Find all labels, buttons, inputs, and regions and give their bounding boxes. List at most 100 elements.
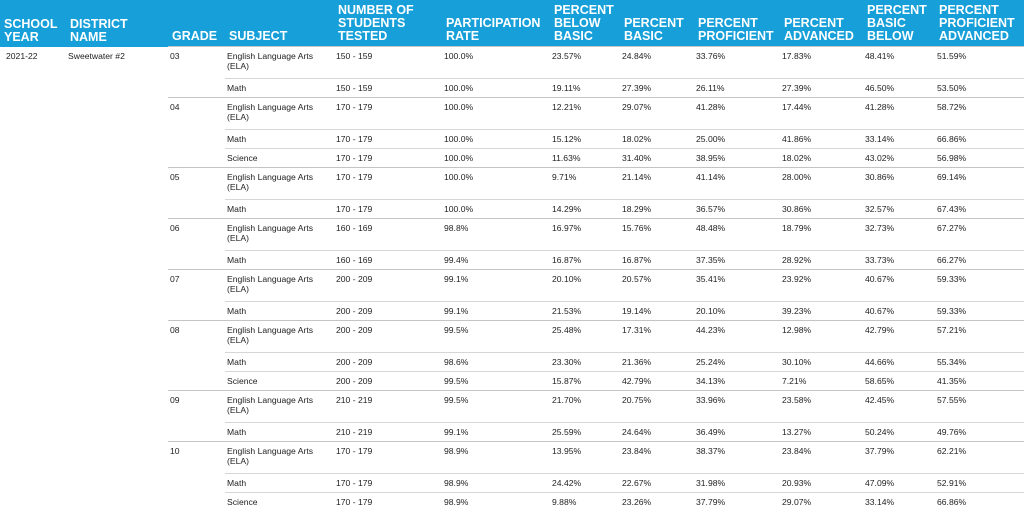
percent-basic-below-cell: 58.65% <box>863 372 935 391</box>
percent-advanced-cell: 18.02% <box>780 149 863 168</box>
percent-basic-below-cell: 42.45% <box>863 391 935 423</box>
district-name-cell <box>66 219 168 251</box>
percent-proficient-cell: 44.23% <box>694 321 780 353</box>
percent-below-basic-cell: 12.21% <box>550 98 620 130</box>
students-tested-cell: 160 - 169 <box>334 251 442 270</box>
percent-proficient-cell: 41.14% <box>694 168 780 200</box>
header-percent-advanced[interactable]: Percent Advanced <box>780 0 863 47</box>
percent-proficient-cell: 35.41% <box>694 270 780 302</box>
students-tested-cell: 210 - 219 <box>334 423 442 442</box>
percent-proficient-cell: 26.11% <box>694 79 780 98</box>
subject-cell: Math <box>225 251 334 270</box>
percent-basic-cell: 20.75% <box>620 391 694 423</box>
grade-cell <box>168 423 225 442</box>
percent-below-basic-cell: 23.30% <box>550 353 620 372</box>
subject-cell: Math <box>225 79 334 98</box>
percent-advanced-cell: 7.21% <box>780 372 863 391</box>
students-tested-cell: 170 - 179 <box>334 474 442 493</box>
percent-basic-below-cell: 33.73% <box>863 251 935 270</box>
school-year-cell <box>0 98 66 130</box>
school-year-cell <box>0 353 66 372</box>
percent-basic-below-cell: 30.86% <box>863 168 935 200</box>
grade-cell <box>168 302 225 321</box>
header-subject[interactable]: Subject <box>225 0 334 47</box>
students-tested-cell: 200 - 209 <box>334 321 442 353</box>
district-name-cell <box>66 372 168 391</box>
header-grade[interactable]: Grade <box>168 0 225 47</box>
subject-cell: Math <box>225 474 334 493</box>
header-percent-basic[interactable]: Percent Basic <box>620 0 694 47</box>
percent-proficient-cell: 41.28% <box>694 98 780 130</box>
percent-proficient-advanced-cell: 59.33% <box>935 302 1024 321</box>
percent-basic-cell: 18.02% <box>620 130 694 149</box>
header-percent-proficient[interactable]: Percent Proficient <box>694 0 780 47</box>
subject-cell: Science <box>225 149 334 168</box>
percent-basic-below-cell: 32.57% <box>863 200 935 219</box>
students-tested-cell: 150 - 159 <box>334 47 442 79</box>
students-tested-cell: 210 - 219 <box>334 391 442 423</box>
students-tested-cell: 170 - 179 <box>334 98 442 130</box>
percent-proficient-cell: 36.57% <box>694 200 780 219</box>
percent-proficient-advanced-cell: 67.43% <box>935 200 1024 219</box>
percent-basic-cell: 19.14% <box>620 302 694 321</box>
grade-cell: 03 <box>168 47 225 79</box>
percent-basic-below-cell: 41.28% <box>863 98 935 130</box>
percent-basic-cell: 23.84% <box>620 442 694 474</box>
header-percent-basic-below[interactable]: Percent Basic Below <box>863 0 935 47</box>
participation-rate-cell: 100.0% <box>442 168 550 200</box>
grade-cell <box>168 200 225 219</box>
grade-cell: 10 <box>168 442 225 474</box>
grade-cell <box>168 130 225 149</box>
percent-proficient-cell: 36.49% <box>694 423 780 442</box>
header-percent-proficient-advanced[interactable]: Percent Proficient Advanced <box>935 0 1024 47</box>
school-year-cell <box>0 302 66 321</box>
school-year-cell <box>0 493 66 511</box>
students-tested-cell: 170 - 179 <box>334 493 442 511</box>
percent-proficient-cell: 33.96% <box>694 391 780 423</box>
participation-rate-cell: 99.4% <box>442 251 550 270</box>
percent-below-basic-cell: 25.48% <box>550 321 620 353</box>
header-participation-rate[interactable]: Participation Rate <box>442 0 550 47</box>
subject-cell: Math <box>225 423 334 442</box>
school-year-cell <box>0 79 66 98</box>
percent-advanced-cell: 17.44% <box>780 98 863 130</box>
percent-basic-cell: 23.26% <box>620 493 694 511</box>
percent-advanced-cell: 23.84% <box>780 442 863 474</box>
header-school-year[interactable]: School Year <box>0 0 66 47</box>
percent-advanced-cell: 20.93% <box>780 474 863 493</box>
header-percent-below-basic[interactable]: Percent Below Basic <box>550 0 620 47</box>
district-name-cell <box>66 353 168 372</box>
percent-advanced-cell: 12.98% <box>780 321 863 353</box>
district-name-cell <box>66 493 168 511</box>
percent-advanced-cell: 39.23% <box>780 302 863 321</box>
grade-cell: 06 <box>168 219 225 251</box>
percent-proficient-cell: 25.24% <box>694 353 780 372</box>
district-name-cell: Sweetwater #2 <box>66 47 168 79</box>
percent-below-basic-cell: 20.10% <box>550 270 620 302</box>
percent-proficient-advanced-cell: 69.14% <box>935 168 1024 200</box>
district-name-cell <box>66 79 168 98</box>
school-year-cell <box>0 442 66 474</box>
header-number-tested[interactable]: Number of Students Tested <box>334 0 442 47</box>
percent-below-basic-cell: 15.12% <box>550 130 620 149</box>
header-district-name[interactable]: District Name <box>66 0 168 47</box>
